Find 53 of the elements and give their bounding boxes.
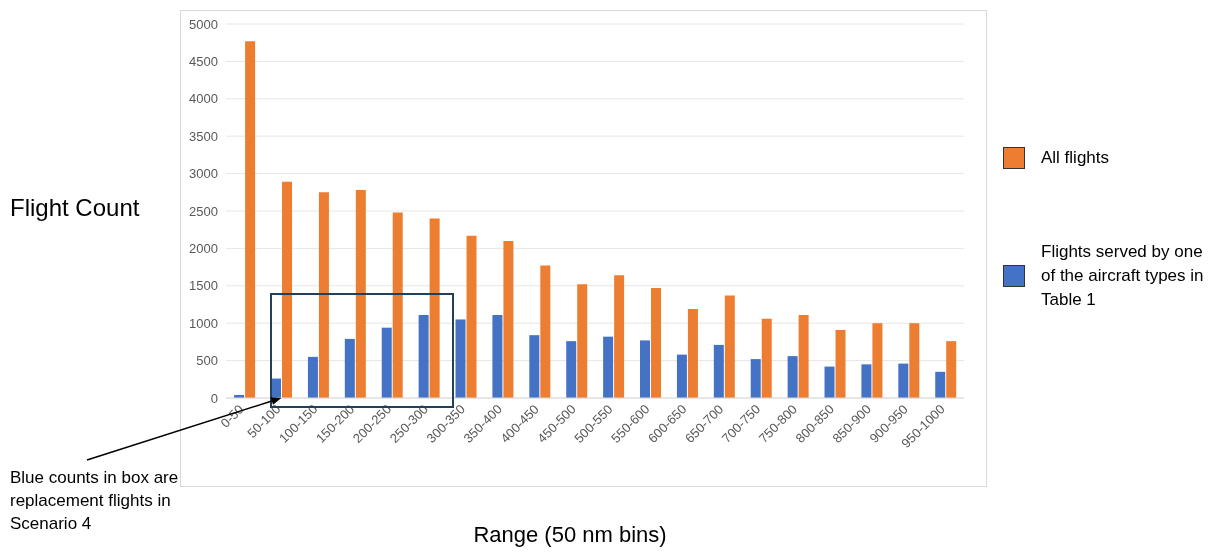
- bar: [750, 359, 761, 398]
- bar: [318, 192, 329, 398]
- bar: [614, 275, 625, 398]
- bar: [935, 371, 946, 398]
- y-tick-label: 3000: [189, 166, 218, 182]
- y-tick-label: 4000: [189, 91, 218, 107]
- y-tick-label: 1500: [189, 278, 218, 294]
- bar: [344, 338, 355, 398]
- bar: [455, 319, 466, 398]
- bar: [798, 314, 809, 398]
- bar: [676, 354, 687, 398]
- y-axis-title: Flight Count: [10, 194, 140, 222]
- y-tick-label: 5000: [189, 16, 218, 32]
- bar: [872, 323, 883, 398]
- bar: [418, 314, 429, 398]
- bar: [835, 329, 846, 398]
- bar: [898, 363, 909, 398]
- bar: [529, 335, 540, 398]
- bar: [429, 218, 440, 398]
- x-axis-title: Range (50 nm bins): [472, 522, 668, 548]
- bar: [787, 356, 798, 398]
- bar: [381, 327, 392, 398]
- bar: [824, 366, 835, 398]
- y-tick-label: 4500: [189, 54, 218, 70]
- y-tick-label: 2000: [189, 241, 218, 257]
- bar: [566, 341, 577, 398]
- bar: [355, 190, 366, 398]
- legend-label: All flights: [1041, 147, 1111, 169]
- bar: [713, 344, 724, 398]
- bar: [540, 265, 551, 398]
- y-tick-label: 2500: [189, 203, 218, 219]
- bar: [640, 340, 651, 398]
- y-tick-label: 3500: [189, 128, 218, 144]
- legend-label: Flights served by one of the aircraft types in Table 1: [1041, 241, 1205, 311]
- bar: [282, 181, 293, 398]
- bar: [466, 235, 477, 398]
- bar: [946, 341, 957, 398]
- bar: [861, 364, 872, 398]
- bar: [307, 356, 318, 398]
- bar: [503, 240, 514, 398]
- bar: [761, 318, 772, 398]
- bar: [492, 314, 503, 398]
- y-tick-label: 1000: [189, 315, 218, 331]
- annotation: Blue counts in box are replacement flights in Scenario 4: [10, 467, 180, 535]
- y-tick-label: 500: [196, 353, 218, 369]
- bar: [687, 308, 698, 398]
- bar: [392, 212, 403, 398]
- bar: [909, 323, 920, 398]
- bar: [245, 41, 256, 398]
- bar: [577, 284, 588, 398]
- bar: [603, 336, 614, 398]
- bar: [724, 295, 735, 398]
- bar: [651, 288, 662, 398]
